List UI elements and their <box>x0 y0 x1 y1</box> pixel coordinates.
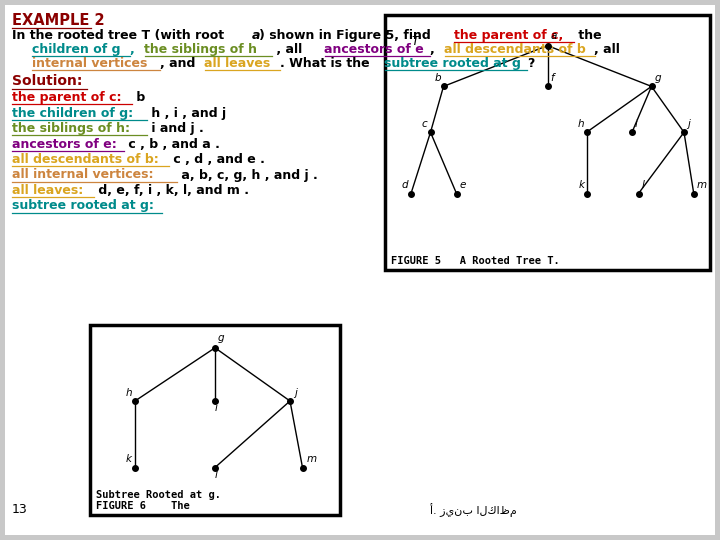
Text: m: m <box>697 180 707 191</box>
Text: c: c <box>421 119 427 129</box>
Text: ancestors of e:: ancestors of e: <box>12 138 117 151</box>
Text: d, e, f, i , k, l, and m .: d, e, f, i , k, l, and m . <box>94 184 250 197</box>
Text: , all: , all <box>272 43 307 56</box>
Text: all internal vertices:: all internal vertices: <box>12 168 153 181</box>
Text: i: i <box>215 403 218 413</box>
Text: f: f <box>551 73 554 83</box>
Text: g: g <box>654 73 661 83</box>
Text: all leaves:: all leaves: <box>12 184 84 197</box>
Text: all leaves: all leaves <box>204 57 271 70</box>
Text: c , d , and e .: c , d , and e . <box>169 153 266 166</box>
Text: subtree rooted at g: subtree rooted at g <box>384 57 521 70</box>
Text: , all: , all <box>595 43 621 56</box>
Text: j: j <box>294 388 297 398</box>
Bar <box>90 325 340 515</box>
Text: g: g <box>218 333 225 343</box>
Text: k: k <box>578 180 585 191</box>
Text: a: a <box>551 31 557 40</box>
Text: c , b , and a .: c , b , and a . <box>125 138 220 151</box>
Text: FIGURE 5   A Rooted Tree T.: FIGURE 5 A Rooted Tree T. <box>391 256 559 266</box>
Text: all descendants of b: all descendants of b <box>444 43 586 56</box>
Text: , and: , and <box>160 57 199 70</box>
Text: i: i <box>635 119 638 129</box>
Text: أ. زينب الكاظم: أ. زينب الكاظم <box>430 503 517 517</box>
Text: 13: 13 <box>12 503 28 516</box>
Text: the siblings of h: the siblings of h <box>145 43 258 56</box>
Text: In the rooted tree T (with root: In the rooted tree T (with root <box>12 29 228 42</box>
Text: h: h <box>126 388 132 398</box>
Text: subtree rooted at g:: subtree rooted at g: <box>12 199 154 213</box>
Text: Subtree Rooted at g.: Subtree Rooted at g. <box>96 490 221 500</box>
Text: j: j <box>687 119 690 129</box>
Text: internal vertices: internal vertices <box>32 57 148 70</box>
Text: ancestors of e: ancestors of e <box>325 43 424 56</box>
Text: EXAMPLE 2: EXAMPLE 2 <box>12 13 104 28</box>
Text: ) shown in Figure 5, find: ) shown in Figure 5, find <box>259 29 436 42</box>
Text: children of g: children of g <box>32 43 120 56</box>
Text: ,: , <box>130 43 134 56</box>
Text: i and j .: i and j . <box>147 122 204 135</box>
Text: e: e <box>459 180 466 191</box>
Text: l: l <box>642 180 644 191</box>
Text: b: b <box>434 73 441 83</box>
Text: FIGURE 6    The: FIGURE 6 The <box>96 501 190 511</box>
Text: the parent of c:: the parent of c: <box>12 91 122 104</box>
Bar <box>385 15 710 270</box>
Text: . What is the: . What is the <box>279 57 374 70</box>
Text: ?: ? <box>527 57 534 70</box>
Text: the children of g:: the children of g: <box>12 106 133 119</box>
Text: m: m <box>307 455 317 464</box>
Text: ,: , <box>430 43 438 56</box>
Text: T: T <box>411 36 418 49</box>
Text: h , i , and j: h , i , and j <box>147 106 226 119</box>
Text: b: b <box>132 91 145 104</box>
Text: all descendants of b:: all descendants of b: <box>12 153 158 166</box>
Text: h: h <box>577 119 584 129</box>
Text: l: l <box>215 469 218 480</box>
Text: d: d <box>402 180 409 191</box>
Text: the siblings of h:: the siblings of h: <box>12 122 130 135</box>
Text: Solution:: Solution: <box>12 74 82 88</box>
Text: the parent of c,: the parent of c, <box>454 29 564 42</box>
Text: the: the <box>575 29 602 42</box>
Text: a, b, c, g, h , and j .: a, b, c, g, h , and j . <box>177 168 318 181</box>
Text: a: a <box>252 29 261 42</box>
Text: k: k <box>126 455 132 464</box>
